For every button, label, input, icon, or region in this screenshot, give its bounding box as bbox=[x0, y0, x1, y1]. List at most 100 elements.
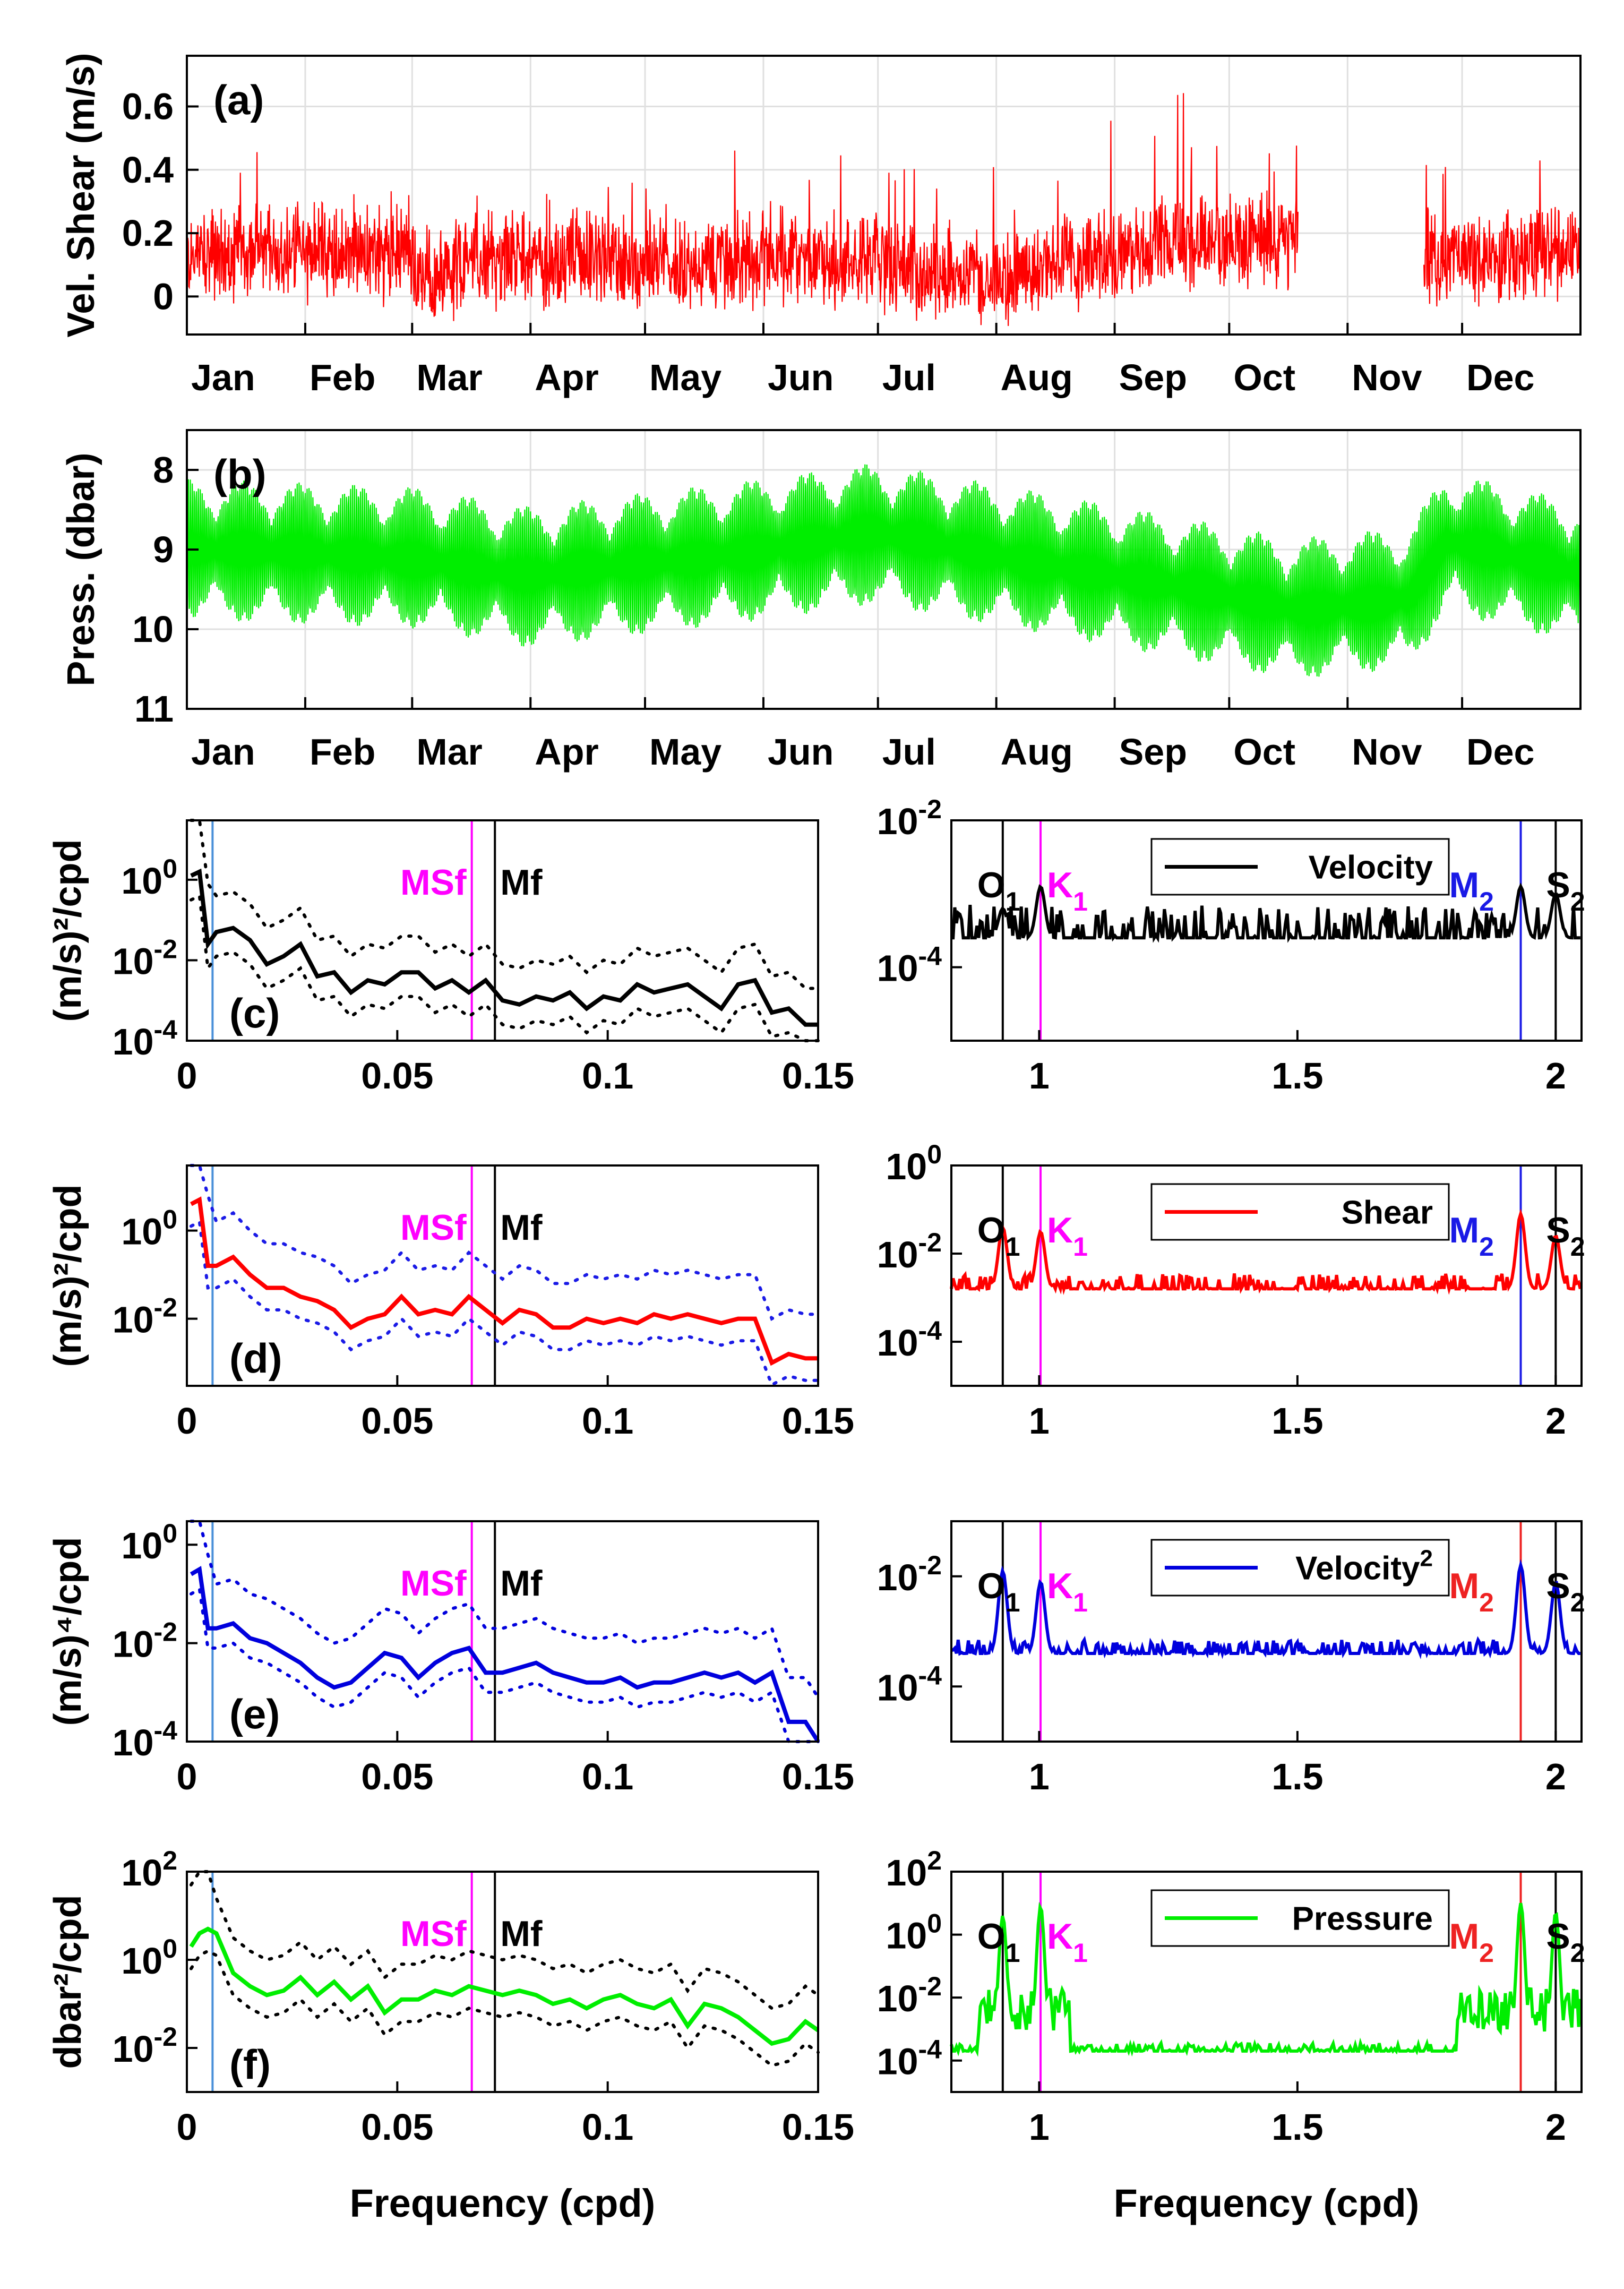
y-axis-label: dbar²/cpd bbox=[47, 1894, 89, 2069]
x-tick-label: 0.1 bbox=[582, 1055, 633, 1096]
panel-a: 0 0.2 0.4 0.6 Jan Feb Mar Apr May Jun Jul Aug Sep Oct… bbox=[60, 53, 1582, 398]
x-tick-label: 0.05 bbox=[361, 1756, 433, 1797]
x-tick-label: Jan bbox=[191, 357, 255, 398]
y-tick-label: 10-2 bbox=[113, 2022, 177, 2070]
x-tick-label: 1.5 bbox=[1271, 1055, 1323, 1096]
x-tick-label: Apr bbox=[535, 731, 599, 773]
ci-lower bbox=[189, 1586, 820, 1743]
axes-frame bbox=[186, 1164, 819, 1387]
constituent-label-s2: S2 bbox=[1546, 1916, 1585, 1968]
panel-label: (b) bbox=[213, 451, 267, 498]
x-tick-label: Dec bbox=[1466, 731, 1534, 773]
x-tick-label: 0.1 bbox=[582, 1400, 633, 1442]
y-tick-label: 10-2 bbox=[877, 1971, 942, 2019]
x-tick-label: 2 bbox=[1545, 1756, 1566, 1797]
x-tick-label: Feb bbox=[310, 357, 375, 398]
ci-lower bbox=[189, 1949, 820, 2068]
legend-label: Velocity bbox=[1309, 850, 1433, 886]
constituent-label-msf: MSf bbox=[400, 1914, 467, 1954]
x-axis-label: Frequency (cpd) bbox=[350, 2181, 656, 2225]
shear-series bbox=[186, 93, 1582, 326]
constituent-label-msf: MSf bbox=[400, 862, 467, 903]
legend-box bbox=[1150, 1183, 1450, 1241]
panel-d_right: O1 K1 M2 S2 Shear 10-4 10-2 100 1 1.5 2 bbox=[877, 1139, 1585, 1442]
axes-frame bbox=[950, 1164, 1583, 1387]
panel-c_right: O1 K1 M2 S2 Velocity 10-4 10-2 1 1.5 2 bbox=[877, 794, 1585, 1096]
x-tick-label: Oct bbox=[1233, 731, 1295, 773]
x-tick-label: Oct bbox=[1233, 357, 1295, 398]
constituent-label-m2: M2 bbox=[1449, 1916, 1493, 1968]
y-tick-label: 10-2 bbox=[113, 1617, 177, 1665]
y-tick-label: 10-2 bbox=[877, 794, 942, 842]
ci-upper bbox=[189, 1870, 820, 2010]
x-tick-label: Nov bbox=[1352, 357, 1422, 398]
x-tick-label: May bbox=[649, 357, 721, 398]
panel-label: (c) bbox=[229, 990, 280, 1036]
spectrum-line bbox=[190, 1196, 818, 1366]
x-tick-label: Mar bbox=[416, 357, 482, 398]
panel-c: MSf Mf 10-4 10-2 100 0 0.05 0.1 0.15 (m/s)²/cpd (c… bbox=[47, 819, 854, 1096]
y-tick-label: 0.4 bbox=[122, 149, 174, 191]
axes-frame bbox=[186, 429, 1582, 710]
constituent-label-mf: Mf bbox=[500, 1563, 543, 1604]
panel-label: (d) bbox=[229, 1335, 282, 1382]
y-tick-label: 8 bbox=[153, 449, 174, 491]
x-tick-label: Nov bbox=[1352, 731, 1422, 773]
legend-label: Velocity2 bbox=[1295, 1546, 1433, 1587]
constituent-label-s2: S2 bbox=[1546, 1566, 1585, 1617]
x-tick-label: Mar bbox=[416, 731, 482, 773]
spectrum-line bbox=[189, 1926, 820, 2046]
panel-label: (a) bbox=[213, 76, 264, 123]
x-tick-label: May bbox=[649, 731, 721, 773]
x-tick-label: 0.1 bbox=[582, 2106, 633, 2148]
y-tick-label: 100 bbox=[121, 1934, 177, 1982]
x-tick-label: 1 bbox=[1029, 1756, 1050, 1797]
axes-frame bbox=[186, 1871, 819, 2093]
y-tick-label: 10 bbox=[132, 608, 174, 650]
y-axis-label: Vel. Shear (m/s) bbox=[60, 53, 102, 337]
x-tick-label: Apr bbox=[535, 357, 599, 398]
ci-lower bbox=[189, 893, 820, 1042]
x-tick-label: Sep bbox=[1119, 731, 1187, 773]
x-tick-label: 0 bbox=[177, 1400, 197, 1442]
axes-frame bbox=[950, 1871, 1583, 2093]
y-tick-label: 102 bbox=[886, 1846, 942, 1893]
y-tick-label: 10-4 bbox=[877, 2035, 942, 2082]
constituent-label-m2: M2 bbox=[1449, 1566, 1493, 1617]
x-tick-label: 0 bbox=[177, 2106, 197, 2148]
constituent-label-mf: Mf bbox=[500, 1914, 543, 1954]
y-tick-label: 0.6 bbox=[122, 85, 174, 127]
x-tick-label: Jul bbox=[882, 357, 936, 398]
panel-e: MSf Mf 10-4 10-2 100 0 0.05 0.1 0.15 (m/s)⁴/cpd (e… bbox=[47, 1519, 854, 1797]
y-tick-label: 102 bbox=[121, 1846, 177, 1893]
y-tick-label: 10-4 bbox=[113, 1015, 178, 1062]
constituent-label-s2: S2 bbox=[1546, 1210, 1585, 1262]
y-tick-label: 10-4 bbox=[113, 1716, 178, 1763]
y-tick-label: 100 bbox=[121, 1519, 177, 1566]
axes-frame bbox=[950, 1520, 1583, 1743]
x-tick-label: 0.1 bbox=[582, 1756, 633, 1797]
x-tick-label: 0.15 bbox=[782, 1055, 854, 1096]
x-tick-label: 1 bbox=[1029, 1400, 1050, 1442]
x-tick-label: Sep bbox=[1119, 357, 1187, 398]
constituent-label-m2: M2 bbox=[1449, 865, 1493, 916]
x-tick-label: 1.5 bbox=[1271, 1400, 1323, 1442]
ci-lower bbox=[189, 1219, 820, 1387]
x-tick-label: Dec bbox=[1466, 357, 1534, 398]
spectrum-line bbox=[950, 1901, 1582, 2057]
ci-upper bbox=[189, 1164, 820, 1321]
x-tick-label: Jul bbox=[882, 731, 936, 773]
constituent-label-k1: K1 bbox=[1047, 865, 1088, 916]
x-tick-label: Aug bbox=[1001, 731, 1073, 773]
y-tick-label: 10-4 bbox=[877, 1660, 942, 1708]
axes-frame bbox=[186, 819, 819, 1042]
axes-frame bbox=[950, 819, 1583, 1042]
constituent-label-o1: O1 bbox=[977, 865, 1020, 916]
y-tick-label: 100 bbox=[121, 1205, 177, 1253]
x-tick-label: 0.15 bbox=[782, 1400, 854, 1442]
panel-f_right: O1 K1 M2 S2 Pressure 10-4 10-2 100 102 1 1.5 2 Frequ… bbox=[877, 1846, 1585, 2225]
ci-upper bbox=[189, 1520, 820, 1699]
y-tick-label: 10-2 bbox=[113, 1293, 177, 1341]
x-tick-label: 1.5 bbox=[1271, 1756, 1323, 1797]
constituent-label-m2: M2 bbox=[1449, 1210, 1493, 1262]
